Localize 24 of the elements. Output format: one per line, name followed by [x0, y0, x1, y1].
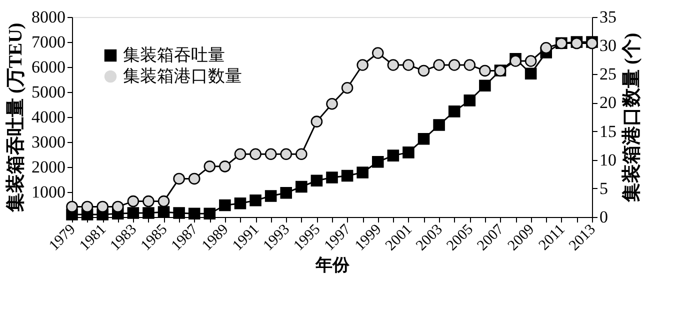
y-tick-label: 3000	[32, 132, 66, 152]
y2-tick-label: 5	[600, 178, 608, 198]
y-tick-label: 1000	[32, 182, 66, 202]
y-tick-label: 6000	[32, 58, 66, 76]
legend-label: 集装箱港口数量	[123, 66, 242, 86]
y2-tick-label: 30	[600, 36, 616, 56]
y-tick-label: 5000	[32, 82, 66, 102]
y2-tick-label: 35	[600, 8, 616, 26]
x-axis-title: 年份	[314, 255, 350, 274]
y2-tick-label: 25	[600, 64, 616, 84]
legend-label: 集装箱吞吐量	[123, 46, 225, 64]
y-tick-label: 7000	[32, 32, 66, 52]
y2-axis-title: 集装箱港口数量 (个)	[620, 32, 642, 204]
y2-tick-label: 15	[600, 122, 616, 141]
y-axis-title: 集装箱吞吐量 (万TEU)	[4, 22, 26, 214]
y2-tick-label: 10	[600, 150, 616, 170]
y-tick-label: 4000	[32, 108, 66, 126]
x-tick-label: 1991	[230, 222, 262, 254]
y-tick-label: 2000	[32, 158, 66, 176]
x-tick-label: 1981	[76, 222, 110, 254]
y2-tick-label: 20	[600, 93, 616, 112]
y-tick-label: 8000	[32, 8, 66, 26]
y2-tick-label: 0	[600, 208, 608, 226]
x-tick-label: 2011	[536, 222, 568, 254]
